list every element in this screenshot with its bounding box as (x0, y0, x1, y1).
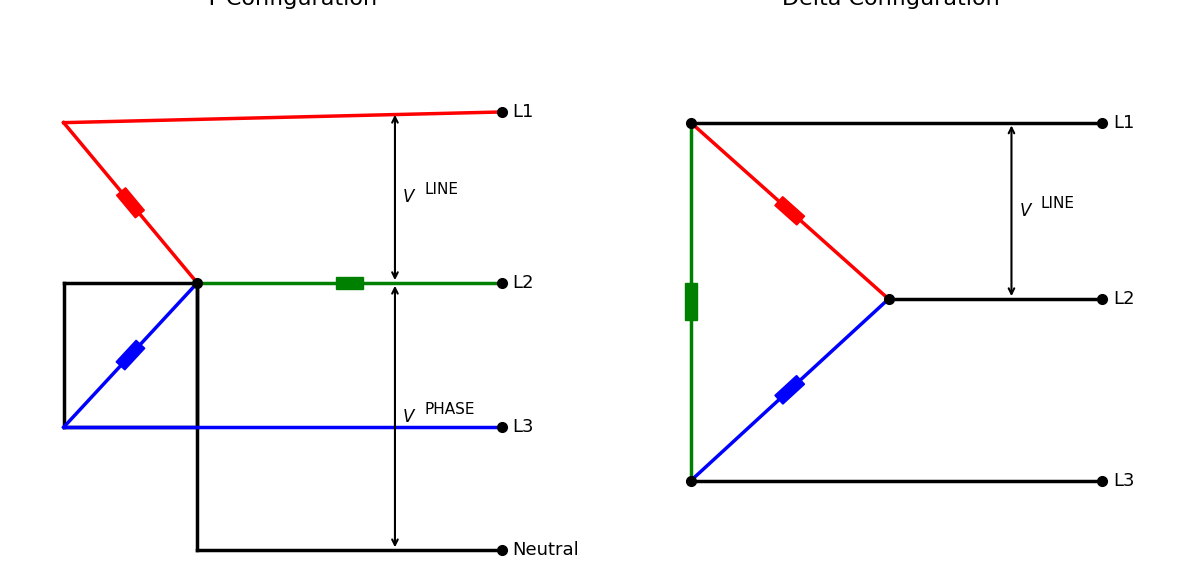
Text: L1: L1 (513, 103, 534, 121)
Polygon shape (116, 340, 144, 370)
Text: L3: L3 (1113, 472, 1135, 490)
Text: L3: L3 (513, 418, 534, 436)
Polygon shape (775, 196, 805, 225)
Text: V: V (1020, 202, 1031, 220)
Text: V: V (403, 407, 415, 425)
Text: L2: L2 (513, 274, 534, 292)
Text: LINE: LINE (1041, 196, 1074, 211)
Text: V: V (403, 188, 415, 206)
Text: PHASE: PHASE (424, 401, 475, 417)
Polygon shape (117, 188, 144, 218)
Text: Neutral: Neutral (513, 541, 579, 559)
Polygon shape (337, 277, 363, 289)
Polygon shape (775, 375, 805, 404)
Text: L1: L1 (1113, 114, 1135, 132)
Polygon shape (686, 283, 696, 320)
Text: L2: L2 (1113, 290, 1135, 308)
Text: LINE: LINE (424, 182, 459, 198)
Title: Y Configuration: Y Configuration (204, 0, 377, 9)
Title: Delta Configuration: Delta Configuration (782, 0, 1000, 9)
